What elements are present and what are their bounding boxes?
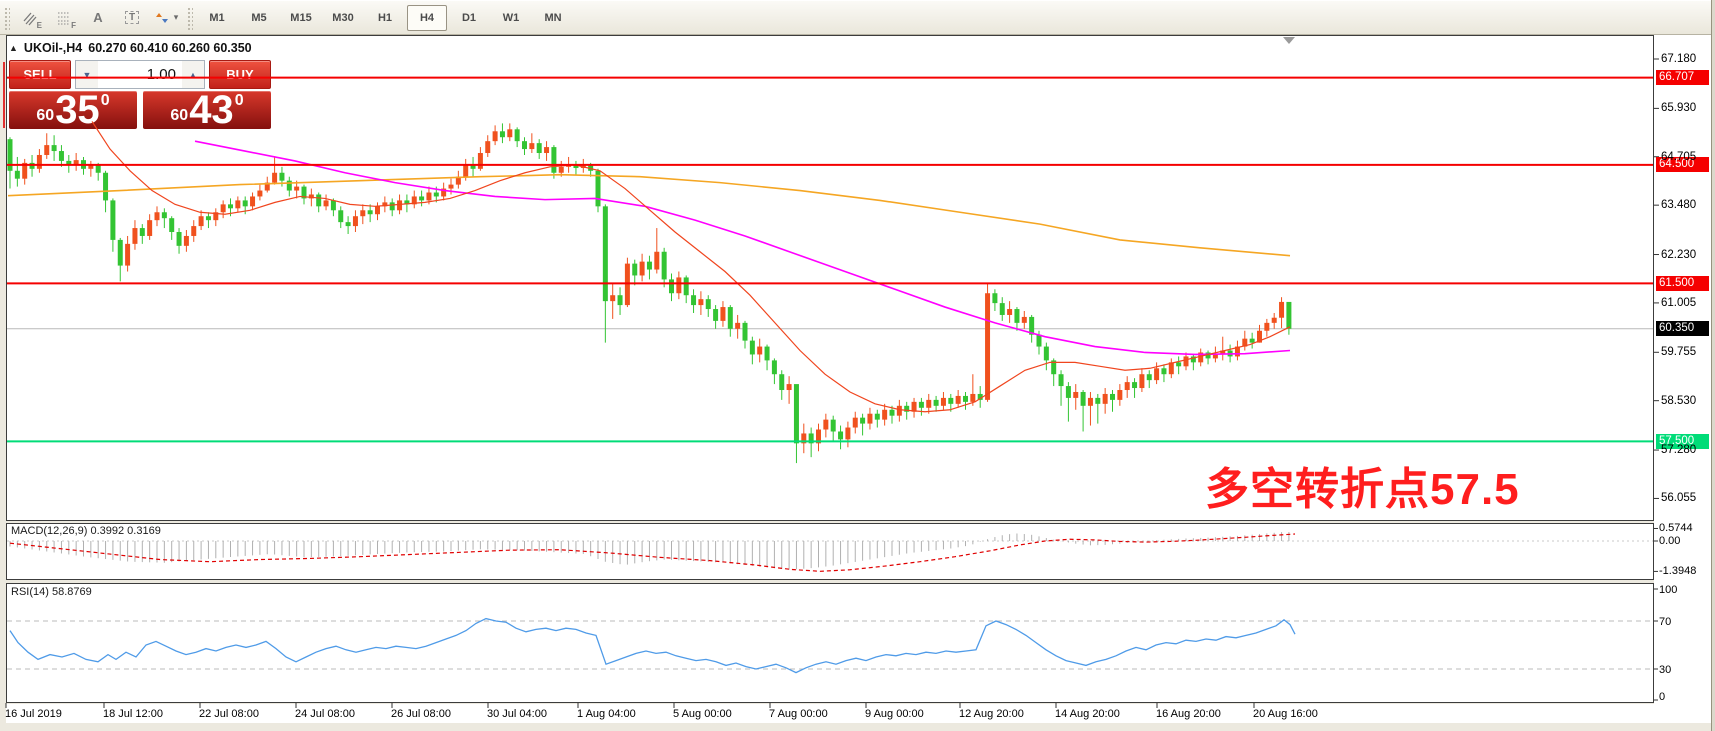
chart-annotation: 多空转折点57.5 <box>1205 465 1520 514</box>
macd-label: MACD(12,26,9) 0.3992 0.3169 <box>11 525 161 537</box>
arrows-tool-icon[interactable]: ▾ <box>150 4 182 32</box>
timeframe-button-d1[interactable]: D1 <box>461 11 477 24</box>
macd-tick-label: 0.00 <box>1659 535 1681 547</box>
window-right-edge <box>1711 0 1715 731</box>
time-tick-label: 20 Aug 16:00 <box>1253 708 1318 720</box>
time-tick-label: 18 Jul 12:00 <box>103 708 163 720</box>
sell-button[interactable]: SELL <box>9 60 71 89</box>
buy-button[interactable]: BUY <box>209 60 271 89</box>
price-line-badge: 61.500 <box>1656 275 1709 291</box>
buy-price-main: 43 <box>189 88 234 132</box>
time-tick-label: 7 Aug 00:00 <box>769 708 828 720</box>
price-tick-label: 57.280 <box>1661 444 1697 457</box>
time-tick-label: 1 Aug 04:00 <box>577 708 636 720</box>
rsi-tick-label: 100 <box>1659 584 1678 596</box>
time-tick-label: 12 Aug 20:00 <box>959 708 1024 720</box>
timeframe-button-w1[interactable]: W1 <box>502 11 520 24</box>
price-scale-area[interactable] <box>1654 35 1711 723</box>
volume-input[interactable] <box>98 61 182 88</box>
macd-panel[interactable] <box>6 523 1654 580</box>
buy-price-display[interactable]: 60 43 0 <box>143 88 271 132</box>
toolbar-grip <box>186 5 193 30</box>
macd-tick-label: 0.5744 <box>1659 522 1693 535</box>
panel-accent-bar <box>3 62 5 128</box>
volume-stepper: ▼ ▲ <box>75 60 205 89</box>
time-tick-label: 9 Aug 00:00 <box>865 708 924 720</box>
timeframe-button-h1[interactable]: H1 <box>377 11 393 24</box>
rsi-label: RSI(14) 58.8769 <box>11 586 92 598</box>
price-tick-label: 59.755 <box>1661 346 1697 359</box>
text-tool-icon[interactable]: A <box>93 10 103 25</box>
rsi-tick-label: 0 <box>1659 691 1666 703</box>
rsi-tick-label: 30 <box>1659 664 1672 676</box>
price-tick-label: 61.005 <box>1661 296 1697 309</box>
time-tick-label: 22 Jul 08:00 <box>199 708 259 720</box>
time-tick-label: 5 Aug 00:00 <box>673 708 732 720</box>
time-tick-label: 24 Jul 08:00 <box>295 708 355 720</box>
timeframe-button-mn[interactable]: MN <box>544 11 562 24</box>
fibonacci-tool-icon[interactable]: F <box>58 12 76 30</box>
volume-increase-button[interactable]: ▲ <box>182 61 204 88</box>
time-tick-label: 14 Aug 20:00 <box>1055 708 1120 720</box>
time-tick-label: 30 Jul 04:00 <box>487 708 547 720</box>
toolbar-grip <box>3 5 10 30</box>
toolbar: E F A T ▾ M1 M5 M15 M30 H1 H4 D1 W1 MN <box>0 0 1715 35</box>
price-line-badge: 64.500 <box>1656 157 1709 173</box>
rsi-tick-label: 70 <box>1659 616 1672 628</box>
price-tick-label: 63.480 <box>1661 199 1697 212</box>
price-tick-label: 65.930 <box>1661 102 1697 115</box>
sell-price-display[interactable]: 60 35 0 <box>9 88 137 132</box>
price-tick-label: 64.705 <box>1661 150 1697 163</box>
one-click-trading-panel: ▲ UKOil-,H4 60.270 60.410 60.260 60.350 … <box>9 39 271 132</box>
volume-decrease-button[interactable]: ▼ <box>76 61 98 88</box>
current-price-badge: 60.350 <box>1656 321 1709 337</box>
price-tick-label: 56.055 <box>1661 492 1697 505</box>
buy-price-prefix: 60 <box>170 107 189 124</box>
collapse-arrow-icon[interactable]: ▲ <box>9 43 18 53</box>
symbol-label: UKOil-,H4 <box>23 41 83 55</box>
timeframe-button-m15[interactable]: M15 <box>290 11 312 24</box>
timeframe-button-m5[interactable]: M5 <box>251 11 267 24</box>
sell-price-prefix: 60 <box>36 107 55 124</box>
time-tick-label: 26 Jul 08:00 <box>391 708 451 720</box>
timeframe-button-h4[interactable]: H4 <box>407 4 447 31</box>
price-tick-label: 62.230 <box>1661 248 1697 261</box>
channel-tool-icon[interactable]: E <box>14 4 46 32</box>
macd-tick-label: -1.3948 <box>1659 565 1697 578</box>
buy-price-pip: 0 <box>234 92 244 109</box>
sell-price-pip: 0 <box>100 92 110 109</box>
textbox-tool-icon[interactable]: T <box>116 4 148 32</box>
price-line-badge: 66.707 <box>1656 70 1709 86</box>
time-scale-area[interactable] <box>6 704 1654 723</box>
ohlc-values: 60.270 60.410 60.260 60.350 <box>88 41 252 55</box>
timeframe-button-m1[interactable]: M1 <box>209 11 225 24</box>
timeframe-button-m30[interactable]: M30 <box>332 11 354 24</box>
price-tick-label: 58.530 <box>1661 394 1697 407</box>
price-tick-label: 67.180 <box>1661 53 1697 65</box>
drawing-tools-group: E F A T ▾ <box>13 4 183 32</box>
chart-title: ▲ UKOil-,H4 60.270 60.410 60.260 60.350 <box>9 39 271 57</box>
price-line-badge: 57.500 <box>1656 433 1709 449</box>
timeframe-group: M1 M5 M15 M30 H1 H4 D1 W1 MN <box>196 4 574 31</box>
rsi-panel[interactable] <box>6 583 1654 703</box>
time-tick-label: 16 Aug 20:00 <box>1156 708 1221 720</box>
sell-price-main: 35 <box>55 88 100 132</box>
time-tick-label: 16 Jul 2019 <box>5 708 62 720</box>
